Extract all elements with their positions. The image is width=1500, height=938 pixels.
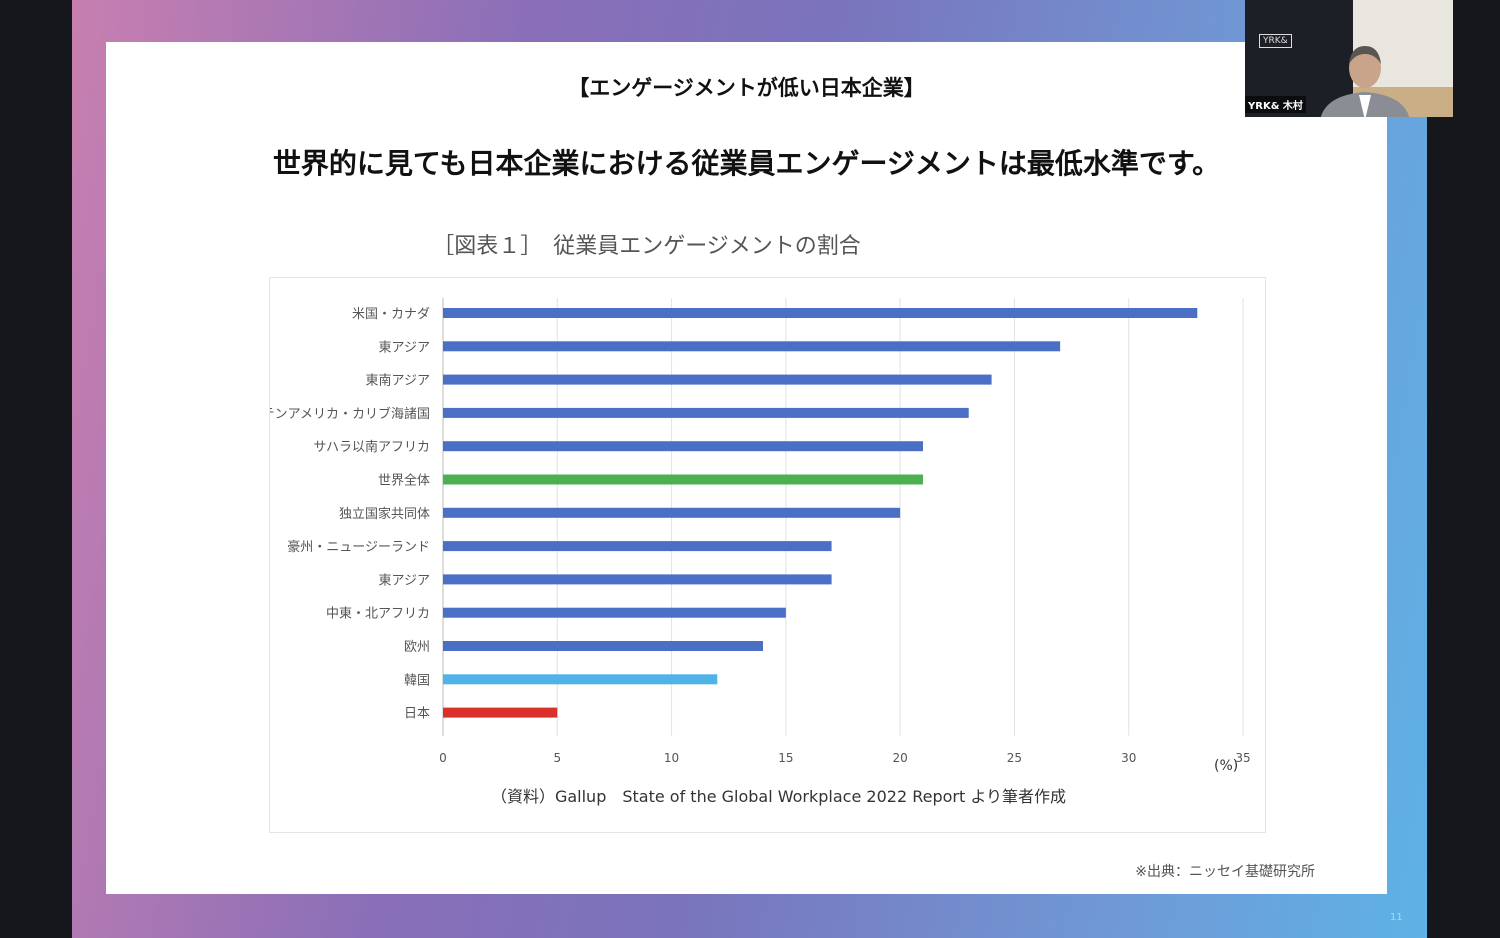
participant-video[interactable]: YRK& YRK& 木村 xyxy=(1245,0,1453,117)
chart-source: （資料）Gallup State of the Global Workplace… xyxy=(490,787,1067,806)
bar xyxy=(443,641,763,651)
video-logo: YRK& xyxy=(1259,34,1292,48)
x-tick-label: 10 xyxy=(664,751,679,765)
x-tick-label: 35 xyxy=(1235,751,1250,765)
x-tick-label: 15 xyxy=(778,751,793,765)
bar xyxy=(443,674,718,685)
slide-subtitle: 【エンゲージメントが低い日本企業】 xyxy=(568,76,925,100)
category-label: 東南アジア xyxy=(366,373,430,389)
category-label: 東アジア xyxy=(379,339,430,355)
slide: 【エンゲージメントが低い日本企業】 世界的に見ても日本企業における従業員エンゲー… xyxy=(106,42,1387,894)
x-axis-unit: (%) xyxy=(1214,758,1239,774)
category-label: 米国・カナダ xyxy=(352,307,430,322)
participant-name: YRK& 木村 xyxy=(1245,96,1306,113)
slide-title: 世界的に見ても日本企業における従業員エンゲージメントは最低水準です。 xyxy=(272,147,1221,180)
category-label: 独立国家共同体 xyxy=(339,506,430,522)
category-label: 日本 xyxy=(404,707,430,722)
bar xyxy=(443,308,1198,318)
x-tick-label: 20 xyxy=(893,751,908,765)
bar xyxy=(443,474,923,485)
category-label: サハラ以南アフリカ xyxy=(314,439,430,455)
category-label: 世界全体 xyxy=(378,473,430,489)
bar xyxy=(443,707,558,718)
bar xyxy=(443,574,832,585)
slide-credit: ※出典：ニッセイ基礎研究所 xyxy=(1135,864,1315,880)
chart-box: 05101520253035米国・カナダ東アジア東南アジアラテンアメリカ・カリブ… xyxy=(269,277,1266,833)
category-label: ラテンアメリカ・カリブ海諸国 xyxy=(270,406,430,422)
bar xyxy=(443,607,786,618)
page-number: 11 xyxy=(1390,912,1403,923)
x-tick-label: 30 xyxy=(1121,751,1136,765)
category-label: 中東・北アフリカ xyxy=(326,606,430,622)
category-label: 欧州 xyxy=(404,640,430,655)
category-label: 豪州・ニュージーランド xyxy=(287,539,430,555)
bar xyxy=(443,374,992,385)
x-tick-label: 0 xyxy=(439,751,447,765)
bar xyxy=(443,507,901,518)
person-silhouette xyxy=(1320,46,1410,117)
category-label: 韓国 xyxy=(404,673,430,688)
bar xyxy=(443,407,969,418)
bar-chart: 05101520253035米国・カナダ東アジア東南アジアラテンアメリカ・カリブ… xyxy=(270,298,1251,765)
chart-title: ［図表１］ 従業員エンゲージメントの割合 xyxy=(432,234,861,259)
x-tick-label: 5 xyxy=(553,751,561,765)
bar xyxy=(443,541,832,552)
bar xyxy=(443,341,1061,352)
x-tick-label: 25 xyxy=(1007,751,1022,765)
bar xyxy=(443,441,923,452)
category-label: 東アジア xyxy=(379,572,430,588)
